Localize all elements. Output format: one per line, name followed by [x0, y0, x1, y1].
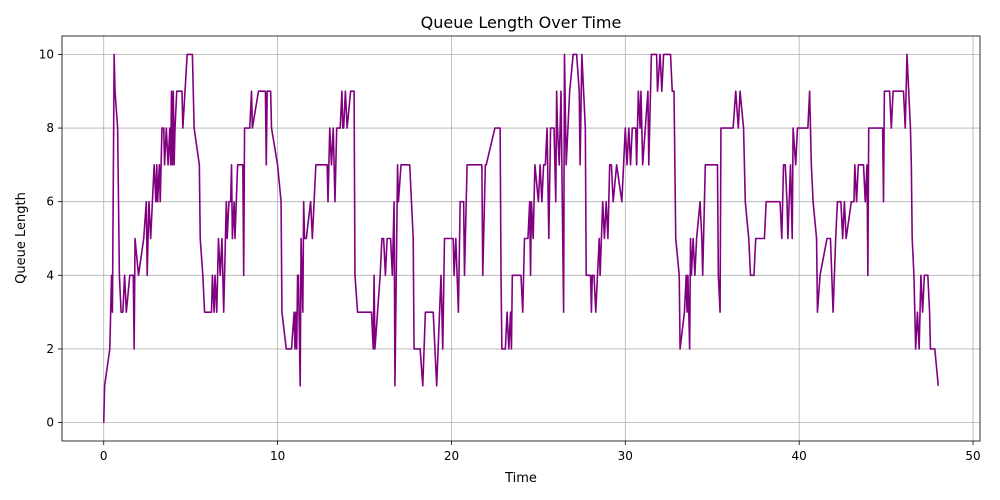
series-line [102, 53, 940, 423]
axis-ticks: 0 10 20 30 40 50 0 2 4 6 8 10 [39, 47, 981, 463]
x-tick-label: 40 [792, 449, 807, 463]
x-tick-label: 30 [618, 449, 633, 463]
y-tick-label: 2 [46, 342, 54, 356]
x-tick-label: 20 [444, 449, 459, 463]
x-tick-label: 10 [270, 449, 285, 463]
y-tick-label: 0 [46, 416, 54, 430]
x-axis-label: Time [504, 471, 537, 486]
y-axis-label: Queue Length [14, 192, 29, 284]
y-tick-label: 8 [46, 121, 54, 135]
y-tick-label: 4 [46, 268, 54, 282]
chart-title: Queue Length Over Time [421, 13, 622, 32]
x-tick-label: 50 [965, 449, 980, 463]
y-tick-label: 10 [39, 47, 54, 61]
plot-frame [61, 35, 981, 442]
x-tick-label: 0 [100, 449, 108, 463]
series-layer [102, 53, 940, 423]
y-tick-label: 6 [46, 195, 54, 209]
